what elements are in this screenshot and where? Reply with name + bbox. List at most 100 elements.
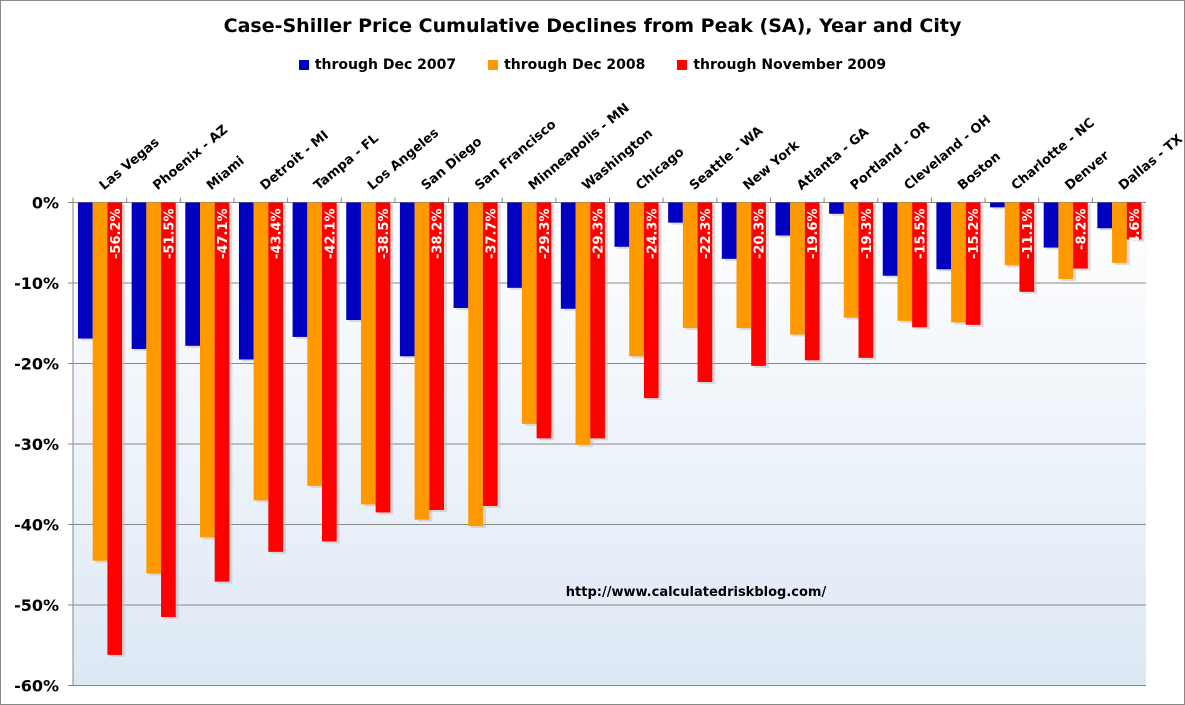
bar-san-francisco-1 [468,202,483,527]
x-tick-label: Dallas - TX [1116,132,1185,194]
bar-miami-2 [214,202,230,582]
bar-las-vegas-0 [78,202,93,339]
bar-denver-2 [1073,202,1088,269]
bar-boston-2 [965,202,981,325]
bar-denver-1 [1058,202,1074,279]
bar-portland-or-1 [843,202,859,318]
legend-swatch [298,60,309,70]
bar-cleveland-oh-0 [882,202,898,276]
legend-item-2007: through Dec 2007 [298,57,457,73]
bar-charlotte-nc-0 [990,202,1005,208]
data-label: -15.5% [914,209,929,260]
bar-los-angeles-0 [346,202,361,321]
bar-boston-0 [936,202,952,270]
data-label: -15.2% [967,209,982,260]
bar-denver-0 [1043,202,1059,248]
y-tick-label: -50% [14,596,59,615]
y-tick-label: -60% [14,677,59,696]
legend-item-2009: through November 2009 [677,57,886,73]
bar-miami-1 [200,202,215,538]
data-label: -38.2% [431,209,446,260]
bar-los-angeles-2 [375,202,391,513]
bar-las-vegas-1 [92,202,108,561]
bar-dallas-tx-0 [1097,202,1113,229]
chart-title: Case-Shiller Price Cumulative Declines f… [223,15,962,37]
bar-san-diego-1 [414,202,430,520]
y-tick-label: -40% [14,516,59,535]
legend-item-2008: through Dec 2008 [488,57,645,73]
bar-washington-2 [590,202,605,439]
bar-minneapolis-mn-2 [536,202,552,439]
bar-washington-0 [560,202,576,309]
bar-seattle-wa-0 [668,202,683,223]
bar-san-francisco-0 [453,202,469,308]
legend-label: through Dec 2007 [314,57,457,73]
legend-label: through November 2009 [693,57,887,73]
data-label: -38.5% [377,209,392,260]
bar-detroit-mi-0 [238,202,254,360]
bar-san-diego-0 [399,202,415,357]
bar-atlanta-ga-2 [804,202,820,361]
bar-washington-1 [575,202,591,445]
y-tick-label: -30% [14,435,59,454]
data-label: -43.4% [270,209,285,260]
bar-tampa-fl-0 [292,202,308,337]
bar-phoenix-az-0 [131,202,147,350]
data-label: -29.3% [538,209,553,260]
bar-minneapolis-mn-0 [507,202,522,288]
bar-las-vegas-2 [107,202,123,655]
x-tick-label: Denver [1062,148,1112,194]
bar-san-diego-2 [429,202,444,511]
bar-tampa-fl-1 [307,202,322,486]
bar-detroit-mi-2 [268,202,284,552]
bar-miami-0 [185,202,200,346]
x-tick-label: Minneapolis - MN [526,101,633,194]
legend-swatch [488,60,499,70]
data-label: -11.1% [1021,209,1036,260]
legend: through Dec 2007 through Dec 2008 throug… [1,57,1184,73]
bar-dallas-tx-1 [1112,202,1127,263]
bar-chicago-1 [629,202,644,357]
data-label: -4.6% [1128,209,1143,250]
bar-atlanta-ga-0 [775,202,791,236]
data-label: -56.2% [109,209,124,260]
x-tick-label: Miami [204,154,247,194]
data-label: -19.3% [860,209,875,260]
y-tick-label: -10% [14,274,59,293]
bar-charlotte-nc-2 [1019,202,1035,292]
data-label: -20.3% [753,209,768,260]
data-label: -51.5% [162,209,177,260]
data-label: -37.7% [484,209,499,260]
data-label: -24.3% [645,209,660,260]
legend-swatch [677,60,688,70]
bar-new-york-0 [721,202,737,259]
x-tick-label: Boston [955,149,1004,193]
bar-dallas-tx-2 [1126,202,1142,240]
y-tick-label: 0% [32,194,59,213]
bar-boston-1 [951,202,966,323]
bar-charlotte-nc-1 [1004,202,1020,266]
bar-cleveland-oh-2 [912,202,927,328]
bar-minneapolis-mn-1 [521,202,537,424]
bar-new-york-2 [751,202,766,366]
legend-label: through Dec 2008 [504,57,646,73]
data-label: -19.6% [806,209,821,260]
data-label: -42.1% [323,209,338,260]
bar-seattle-wa-2 [697,202,713,383]
bar-seattle-wa-1 [682,202,698,329]
bar-chicago-0 [614,202,630,247]
x-tick-label: Chicago [633,145,687,194]
bar-los-angeles-1 [360,202,376,505]
bar-tampa-fl-2 [322,202,337,542]
bar-san-francisco-2 [482,202,498,506]
bar-detroit-mi-1 [253,202,269,501]
bar-portland-or-2 [858,202,874,358]
data-label: -22.3% [699,209,714,260]
data-label: -47.1% [216,209,231,260]
bar-new-york-1 [736,202,752,329]
bar-phoenix-az-1 [146,202,162,574]
data-label: -29.3% [592,209,607,260]
data-label: -8.2% [1074,209,1089,250]
